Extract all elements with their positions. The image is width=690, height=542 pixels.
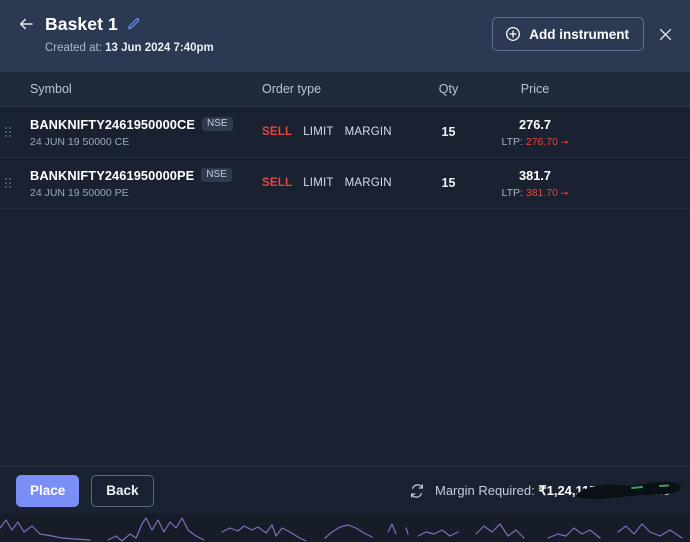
column-header-qty: Qty bbox=[438, 82, 459, 96]
margin-summary: Margin Required: ₹1,24,115.61 Available bbox=[409, 481, 682, 499]
page-title: Basket 1 bbox=[45, 13, 118, 34]
symbol-cell: BANKNIFTY2461950000PE NSE 24 JUN 19 5000… bbox=[16, 168, 262, 199]
ltp-value: 381.70 bbox=[525, 186, 558, 199]
created-at-label: Created at: bbox=[45, 42, 102, 54]
margin-required-text: Margin Required: ₹1,24,115.61 Available bbox=[435, 483, 670, 499]
ltp-label: LTP: bbox=[501, 186, 523, 199]
table-row[interactable]: BANKNIFTY2461950000CE NSE 24 JUN 19 5000… bbox=[0, 107, 690, 158]
order-list: BANKNIFTY2461950000CE NSE 24 JUN 19 5000… bbox=[0, 107, 690, 209]
arrow-left-icon[interactable] bbox=[16, 14, 36, 34]
order-side-tag: SELL bbox=[262, 177, 293, 189]
instrument-description: 24 JUN 19 50000 PE bbox=[30, 186, 129, 199]
drag-handle-icon[interactable] bbox=[0, 178, 16, 188]
order-type-cell: SELL LIMIT MARGIN bbox=[262, 126, 417, 138]
drag-handle-icon[interactable] bbox=[0, 127, 16, 137]
header-left: Basket 1 Created at: 13 Jun 2024 7:40pm bbox=[16, 12, 492, 54]
table-row[interactable]: BANKNIFTY2461950000PE NSE 24 JUN 19 5000… bbox=[0, 158, 690, 209]
instrument-symbol: BANKNIFTY2461950000PE bbox=[30, 167, 195, 183]
close-icon[interactable] bbox=[654, 23, 676, 45]
margin-required-label: Margin Required: bbox=[434, 482, 535, 498]
plus-circle-icon bbox=[505, 26, 521, 42]
quantity-value: 15 bbox=[441, 176, 456, 190]
modal-header: Basket 1 Created at: 13 Jun 2024 7:40pm bbox=[0, 0, 690, 72]
order-price: 381.7 bbox=[518, 167, 552, 183]
order-price: 276.7 bbox=[518, 116, 552, 132]
exchange-badge: NSE bbox=[201, 116, 233, 132]
header-actions: Add instrument bbox=[492, 12, 676, 51]
column-header-symbol: Symbol bbox=[30, 82, 72, 96]
modal-footer: Place Back Margin Required: ₹1,24,115.61… bbox=[0, 466, 690, 514]
ltp-value: 276.70 bbox=[525, 135, 558, 148]
price-cell: 381.7 LTP: 381.70 ➞ bbox=[480, 168, 590, 199]
order-type-cell: SELL LIMIT MARGIN bbox=[262, 177, 417, 189]
column-header-price: Price bbox=[520, 82, 550, 96]
place-button[interactable]: Place bbox=[16, 474, 80, 507]
title-row: Basket 1 bbox=[16, 12, 492, 36]
column-header-order-type: Order type bbox=[262, 82, 322, 96]
empty-list-area bbox=[0, 209, 690, 465]
created-at: Created at: 13 Jun 2024 7:40pm bbox=[45, 42, 492, 54]
exchange-badge: NSE bbox=[201, 167, 232, 183]
ltp-row: LTP: 381.70 ➞ bbox=[480, 187, 590, 199]
product-type-tag: MARGIN bbox=[344, 177, 392, 189]
order-side-tag: SELL bbox=[262, 126, 293, 138]
instrument-symbol: BANKNIFTY2461950000CE bbox=[30, 116, 195, 132]
arrow-down-icon: ➞ bbox=[560, 187, 569, 198]
refresh-icon[interactable] bbox=[409, 482, 426, 499]
ltp-label: LTP: bbox=[501, 135, 523, 148]
ltp-row: LTP: 276.70 ➞ bbox=[480, 136, 590, 148]
instrument-description: 24 JUN 19 50000 CE bbox=[30, 135, 130, 148]
background-sparklines bbox=[0, 514, 690, 542]
pencil-icon[interactable] bbox=[127, 17, 142, 32]
product-type-tag: MARGIN bbox=[344, 126, 392, 138]
add-instrument-button[interactable]: Add instrument bbox=[492, 17, 644, 51]
symbol-top: BANKNIFTY2461950000CE NSE bbox=[30, 117, 262, 132]
order-type-tag: LIMIT bbox=[303, 126, 334, 138]
quantity-value: 15 bbox=[441, 125, 456, 139]
margin-required-amount: ₹1,24,115.61 bbox=[538, 482, 615, 498]
symbol-cell: BANKNIFTY2461950000CE NSE 24 JUN 19 5000… bbox=[16, 117, 262, 148]
price-cell: 276.7 LTP: 276.70 ➞ bbox=[480, 117, 590, 148]
arrow-down-icon: ➞ bbox=[560, 136, 569, 147]
table-header-row: Symbol Order type Qty Price bbox=[0, 72, 690, 107]
symbol-top: BANKNIFTY2461950000PE NSE bbox=[30, 168, 262, 183]
add-instrument-label: Add instrument bbox=[529, 26, 629, 42]
order-type-tag: LIMIT bbox=[303, 177, 334, 189]
created-at-value: 13 Jun 2024 7:40pm bbox=[105, 42, 214, 54]
back-button[interactable]: Back bbox=[91, 474, 154, 507]
margin-available-label: Available bbox=[617, 482, 670, 498]
